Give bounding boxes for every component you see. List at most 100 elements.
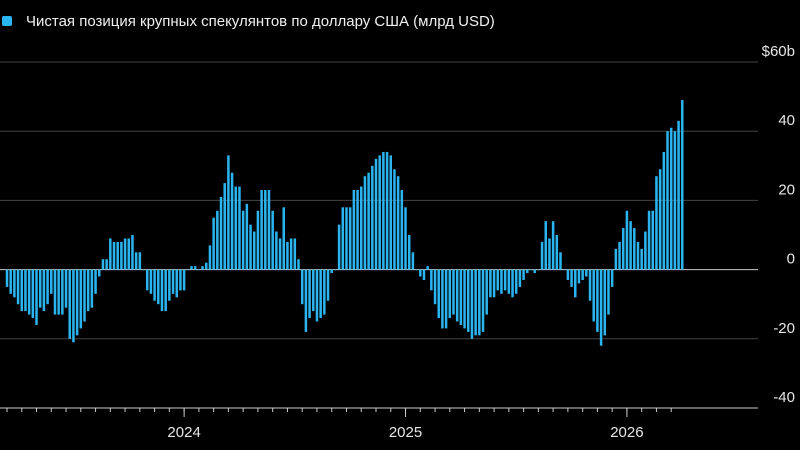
bar [666, 131, 669, 270]
bar [145, 269, 149, 291]
bar [286, 241, 289, 270]
x-tick-label: 2025 [389, 424, 422, 441]
bar [533, 269, 536, 274]
bar [323, 269, 326, 315]
bar [20, 269, 24, 312]
bar [415, 269, 418, 271]
bar [83, 269, 86, 322]
bar [334, 269, 337, 271]
bar [289, 238, 293, 270]
bar [430, 269, 433, 291]
bar [315, 269, 319, 322]
bar [153, 269, 156, 301]
bar [241, 210, 245, 270]
bar [278, 238, 282, 270]
bar [492, 269, 496, 298]
bar [27, 269, 31, 315]
bar [24, 269, 27, 312]
bar [13, 269, 16, 298]
bar [669, 127, 673, 270]
bar [526, 269, 529, 274]
bar [5, 269, 9, 287]
bars [5, 100, 684, 346]
bar [101, 259, 105, 270]
bar [467, 269, 470, 332]
y-axis-labels: $60b 40 20 0 -20 -40 [762, 43, 795, 406]
y-tick-label: $60b [762, 43, 795, 60]
bar [149, 269, 153, 294]
bar [304, 269, 308, 332]
bar [300, 269, 304, 305]
bar [171, 269, 175, 294]
bar [227, 155, 230, 270]
bar [570, 269, 573, 287]
bar [485, 269, 488, 315]
bar [160, 269, 164, 312]
bar [385, 151, 389, 270]
bar [319, 269, 322, 319]
bar [330, 269, 333, 274]
bar [400, 190, 404, 270]
bar [459, 269, 463, 325]
bar [179, 269, 182, 291]
bar [455, 269, 459, 322]
bar [544, 221, 547, 270]
bar [444, 269, 448, 329]
bar [640, 248, 643, 270]
bar [574, 269, 577, 298]
bar [537, 269, 540, 271]
bar [75, 269, 79, 336]
bar [419, 269, 422, 277]
bar [452, 269, 455, 315]
bar [463, 269, 466, 329]
bar [50, 269, 53, 294]
x-tick-label: 2026 [610, 424, 643, 441]
legend-label: Чистая позиция крупных спекулянтов по до… [26, 12, 495, 30]
bar [393, 169, 396, 270]
bar [260, 190, 263, 270]
bar [677, 120, 680, 270]
bar [359, 186, 363, 270]
bar [511, 269, 514, 298]
bar [371, 165, 374, 270]
bar [205, 262, 208, 270]
bar [633, 228, 636, 270]
bar [489, 269, 492, 298]
y-tick-label: -20 [773, 320, 795, 337]
bar [271, 210, 274, 270]
bar [267, 190, 271, 270]
bar [470, 269, 474, 339]
bar [555, 235, 559, 270]
bar [252, 231, 256, 270]
bar [326, 269, 330, 301]
bar [548, 238, 551, 270]
bar [16, 269, 20, 305]
bar [500, 269, 503, 294]
bar [629, 221, 632, 270]
bar [138, 252, 142, 270]
bar [134, 252, 138, 270]
bar [348, 207, 352, 270]
bar [540, 241, 544, 270]
bar [599, 269, 603, 346]
legend-swatch [2, 16, 12, 26]
bar [581, 269, 584, 280]
bar [86, 269, 90, 312]
bar [53, 269, 57, 315]
bar [212, 217, 215, 270]
bar [208, 245, 212, 270]
bar [673, 131, 677, 270]
y-tick-label: 20 [778, 181, 795, 198]
bar [35, 269, 38, 325]
bar [441, 269, 444, 329]
bar [127, 238, 131, 270]
bar [219, 196, 223, 270]
bar [585, 269, 588, 277]
bar [90, 269, 94, 308]
bar [614, 248, 618, 270]
bar [437, 269, 440, 319]
bar [382, 151, 385, 270]
bar [197, 269, 201, 271]
bar [474, 269, 477, 336]
bar [68, 269, 71, 339]
